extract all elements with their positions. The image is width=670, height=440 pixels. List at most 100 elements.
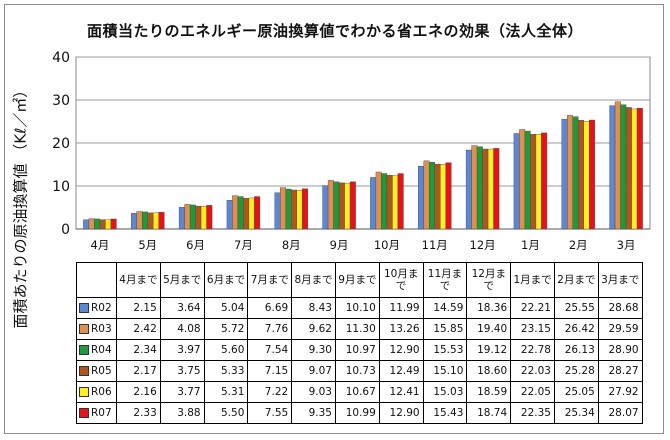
bar <box>482 148 489 230</box>
bar-chart: 0 10 20 30 40 4月 5月 6月 7月 8月 9月 10月 11月 12月 1月 2月 3月 <box>52 50 651 252</box>
table-cell: 7.76 <box>247 318 293 340</box>
table-header-cell: 4月まで <box>116 262 161 298</box>
bar <box>322 185 329 230</box>
bar <box>131 213 137 230</box>
bar <box>620 104 627 230</box>
series-label: R05 <box>91 365 112 377</box>
bar <box>232 195 239 230</box>
bar <box>583 121 590 230</box>
x-tick-label: 1月 <box>521 238 540 252</box>
y-tick-label: 30 <box>52 93 70 109</box>
series-label: R04 <box>91 344 112 356</box>
bar <box>280 187 286 230</box>
table-cell: 19.12 <box>466 339 512 361</box>
table-cell: 26.13 <box>553 339 599 361</box>
bar <box>567 115 573 230</box>
bar <box>110 218 117 230</box>
bar <box>94 218 101 230</box>
table-cell: 19.40 <box>466 318 512 340</box>
table-cell: 7.22 <box>247 381 293 403</box>
bar <box>397 173 404 230</box>
series-label-cell: R04 <box>76 339 117 361</box>
table-cell: 7.54 <box>247 339 293 361</box>
bar <box>375 171 382 230</box>
table-header-cell: 2月まで <box>553 262 599 298</box>
bar <box>530 134 537 230</box>
table-cell: 28.68 <box>597 297 643 319</box>
bar <box>200 205 207 230</box>
bar <box>578 120 584 230</box>
bar <box>327 180 334 230</box>
table-header-row: 4月まで 5月まで 6月まで 7月まで 8月まで 9月まで 10月まで 11月まで 12月まで 1… <box>76 262 643 298</box>
table-header-cell: 7月まで <box>247 262 293 298</box>
bar <box>206 205 213 230</box>
table-cell: 12.49 <box>378 360 424 382</box>
bar <box>184 204 191 230</box>
table-cell: 10.67 <box>334 381 380 403</box>
table-cell: 18.36 <box>466 297 512 319</box>
table-cell: 9.30 <box>291 339 336 361</box>
series-label: R07 <box>91 407 112 419</box>
bar <box>561 118 568 230</box>
table-cell: 2.34 <box>116 339 161 361</box>
table-cell: 5.60 <box>203 339 249 361</box>
table-header-cell: 3月まで <box>597 262 643 298</box>
bar <box>248 197 255 230</box>
table-cell: 22.78 <box>510 339 555 361</box>
table-cell: 15.85 <box>422 318 468 340</box>
bar <box>631 108 638 230</box>
bar <box>513 133 520 230</box>
bar <box>614 101 621 230</box>
bar <box>99 219 106 230</box>
table-header-cell: 11月まで <box>422 262 468 298</box>
bar <box>386 175 393 230</box>
bar <box>226 200 233 230</box>
series-label-cell: R02 <box>76 297 117 319</box>
bar <box>541 132 548 230</box>
bar <box>105 219 112 230</box>
table-row: R03 2.42 4.08 5.72 7.76 9.62 11.30 13.26 15.85 19… <box>76 318 643 340</box>
bar <box>153 212 159 230</box>
table-cell: 11.99 <box>378 297 424 319</box>
bar <box>142 211 148 230</box>
table-cell: 12.90 <box>378 402 424 424</box>
x-tick-label: 5月 <box>138 238 157 252</box>
table-cell: 22.35 <box>510 402 555 424</box>
table-cell: 29.59 <box>597 318 643 340</box>
table-header-cell: 1月まで <box>510 262 555 298</box>
table-cell: 23.15 <box>510 318 555 340</box>
table-cell: 5.31 <box>203 381 249 403</box>
y-tick-label: 0 <box>61 222 70 238</box>
legend-swatch <box>79 387 89 397</box>
bar <box>349 181 356 230</box>
table-cell: 3.77 <box>159 381 205 403</box>
legend-swatch <box>79 345 89 355</box>
table-cell: 28.27 <box>597 360 643 382</box>
bar <box>636 108 643 230</box>
bar <box>434 163 441 230</box>
table-cell: 25.55 <box>553 297 599 319</box>
table-cell: 7.55 <box>247 402 293 424</box>
x-tick-label: 4月 <box>91 238 110 252</box>
table-cell: 9.62 <box>291 318 336 340</box>
bar <box>243 198 250 230</box>
series-label-cell: R06 <box>76 381 117 403</box>
table-cell: 25.34 <box>553 402 599 424</box>
x-tick-label: 2月 <box>569 238 588 252</box>
bar <box>189 204 196 230</box>
x-tick-label: 8月 <box>282 238 301 252</box>
x-tick-label: 10月 <box>374 238 400 252</box>
bar <box>291 189 297 230</box>
bar <box>333 181 340 230</box>
x-tick-label: 9月 <box>330 238 349 252</box>
table-cell: 6.69 <box>247 297 293 319</box>
chart-frame <box>4 4 664 434</box>
series-label: R02 <box>91 302 112 314</box>
series-label-cell: R03 <box>76 318 117 340</box>
bar <box>476 146 483 230</box>
x-tick-label: 11月 <box>422 238 448 252</box>
table-cell: 3.75 <box>159 360 205 382</box>
table-cell: 22.03 <box>510 360 555 382</box>
table-cell: 25.05 <box>553 381 599 403</box>
bar <box>418 166 424 230</box>
